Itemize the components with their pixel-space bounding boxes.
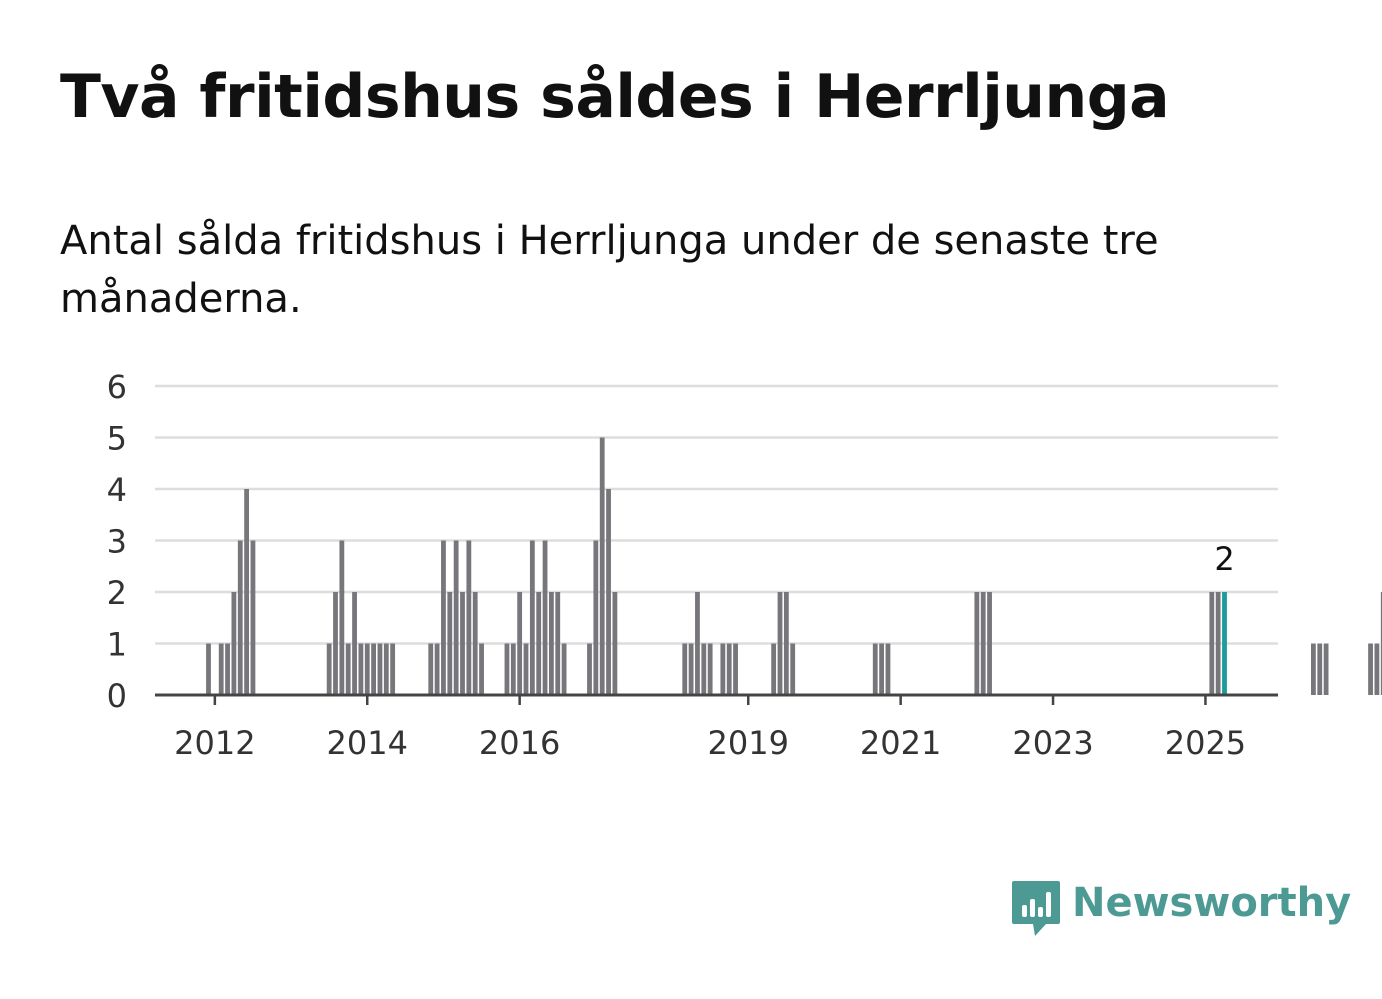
x-tick-label: 2021 (860, 724, 941, 762)
bar (1380, 592, 1382, 695)
y-axis-labels: 0 1 2 3 4 5 6 (107, 368, 127, 715)
bar (504, 643, 510, 695)
bar (1323, 643, 1329, 695)
y-tick-label: 1 (107, 626, 127, 664)
bar (549, 592, 554, 695)
gridlines (155, 384, 1278, 645)
x-tick-label: 2019 (708, 724, 789, 762)
bar (688, 643, 694, 695)
bar (701, 643, 707, 695)
bar (466, 540, 472, 695)
bar (783, 592, 789, 695)
bar-chart: 0 1 2 3 4 5 6 2012 2014 2016 2019 2021 2023 2025 2 (107, 368, 1382, 762)
bar (561, 643, 567, 695)
x-tick-label: 2012 (174, 724, 255, 762)
bar (695, 592, 700, 695)
bar (453, 540, 459, 695)
y-tick-label: 5 (107, 420, 127, 458)
bar (682, 643, 688, 695)
brand-name: Newsworthy (1072, 880, 1352, 926)
bar (980, 592, 986, 695)
bar (479, 643, 484, 695)
bar (720, 643, 726, 695)
bar (345, 643, 351, 695)
bar (529, 540, 535, 695)
bar (352, 592, 357, 695)
bars (206, 437, 1382, 695)
bar (555, 592, 561, 695)
bar (523, 643, 529, 695)
y-tick-label: 4 (107, 471, 127, 509)
y-tick-label: 6 (107, 368, 127, 406)
bar (777, 592, 783, 695)
x-tick-label: 2014 (327, 724, 408, 762)
bar (1368, 643, 1373, 695)
bar (707, 643, 713, 695)
bar (872, 643, 878, 695)
bar (339, 540, 345, 695)
bar (510, 643, 516, 695)
brand-logo: Newsworthy (1010, 878, 1351, 940)
chart-title: Två fritidshus såldes i Herrljunga (60, 62, 1170, 132)
bar (885, 643, 891, 695)
x-tick-label: 2016 (479, 724, 560, 762)
bar (377, 643, 383, 695)
bar (333, 592, 338, 695)
bar (231, 592, 237, 695)
bar (206, 643, 211, 695)
bar (733, 643, 738, 695)
bar (1222, 592, 1227, 695)
bar (974, 592, 980, 695)
bar (593, 540, 599, 695)
bar (726, 643, 732, 695)
bar (1317, 643, 1323, 695)
bar (790, 643, 796, 695)
bar (218, 643, 224, 695)
bar (326, 643, 332, 695)
bar (987, 592, 992, 695)
bar (1311, 643, 1316, 695)
y-tick-label: 3 (107, 523, 127, 561)
chart-subtitle: Antal sålda fritidshus i Herrljunga unde… (60, 218, 1159, 322)
bar (390, 643, 396, 695)
bar (364, 643, 370, 695)
x-tick-label: 2025 (1165, 724, 1246, 762)
bar (1374, 643, 1380, 695)
bar (879, 643, 884, 695)
y-tick-label: 2 (107, 574, 127, 612)
y-tick-label: 0 (107, 677, 127, 715)
bar (606, 489, 611, 695)
bar (237, 540, 243, 695)
x-tick-label: 2023 (1012, 724, 1093, 762)
bar (517, 592, 523, 695)
bar (250, 540, 256, 695)
bar (441, 540, 446, 695)
bar (472, 592, 478, 695)
bar (612, 592, 618, 695)
bar (542, 540, 548, 695)
newsworthy-logo-icon (1012, 881, 1060, 936)
bar (1209, 592, 1215, 695)
highlight-value-label: 2 (1214, 540, 1234, 578)
bar (771, 643, 777, 695)
bar (371, 643, 376, 695)
bar (1215, 592, 1221, 695)
bar (587, 643, 592, 695)
x-axis-labels: 2012 2014 2016 2019 2021 2023 2025 (174, 695, 1246, 762)
bar (447, 592, 453, 695)
bar (434, 643, 440, 695)
bar (244, 489, 249, 695)
bar (225, 643, 230, 695)
bar (428, 643, 434, 695)
bar (383, 643, 389, 695)
bar (358, 643, 364, 695)
bar (460, 592, 465, 695)
bar (599, 437, 605, 695)
bar (536, 592, 542, 695)
